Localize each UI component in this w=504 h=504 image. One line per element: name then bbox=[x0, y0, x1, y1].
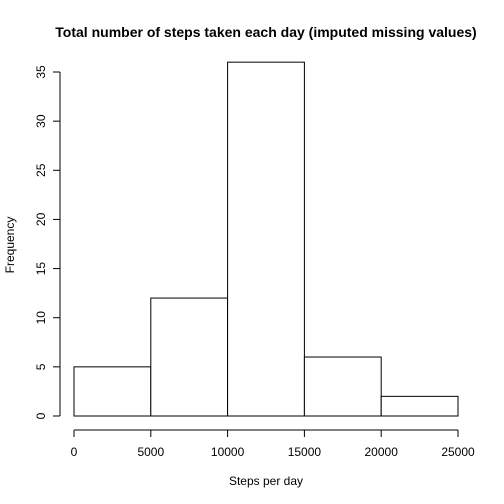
y-axis-label: Frequency bbox=[3, 217, 17, 274]
y-tick-label-0: 0 bbox=[34, 412, 48, 419]
y-tick-label-20: 20 bbox=[34, 212, 48, 226]
x-tick-label-0: 0 bbox=[71, 445, 78, 459]
x-axis: 0 5000 10000 15000 20000 25000 bbox=[71, 429, 475, 459]
chart-title: Total number of steps taken each day (im… bbox=[55, 24, 476, 40]
bars-group bbox=[73, 61, 459, 417]
y-tick-label-15: 15 bbox=[34, 262, 48, 276]
x-tick-label-5000: 5000 bbox=[137, 445, 164, 459]
y-axis: 0 5 10 15 20 25 30 35 bbox=[34, 65, 61, 419]
histogram-bar-1 bbox=[73, 366, 152, 417]
x-tick-label-20000: 20000 bbox=[365, 445, 399, 459]
y-tick-label-5: 5 bbox=[34, 363, 48, 370]
histogram-bar-3 bbox=[227, 61, 305, 417]
histogram-bar-2 bbox=[150, 297, 229, 417]
y-tick-label-30: 30 bbox=[34, 114, 48, 128]
histogram-bar-4 bbox=[303, 356, 382, 417]
y-tick-label-10: 10 bbox=[34, 311, 48, 325]
x-tick-label-15000: 15000 bbox=[288, 445, 322, 459]
histogram-bar-5 bbox=[380, 395, 459, 417]
x-axis-label: Steps per day bbox=[229, 474, 303, 488]
x-tick-label-10000: 10000 bbox=[211, 445, 245, 459]
x-tick-label-25000: 25000 bbox=[441, 445, 475, 459]
y-tick-label-25: 25 bbox=[34, 163, 48, 177]
y-tick-label-35: 35 bbox=[34, 65, 48, 79]
